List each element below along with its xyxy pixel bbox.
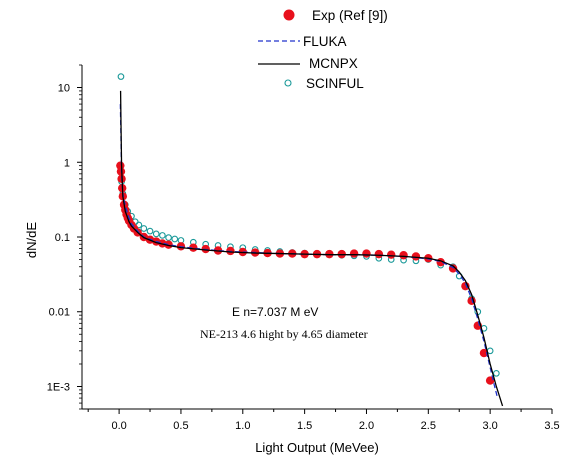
y-tick-label: 0.01 xyxy=(49,307,70,319)
point-scinful xyxy=(146,227,154,235)
legend-marker-exp xyxy=(283,9,295,21)
legend-label-exp: Exp (Ref [9]) xyxy=(312,8,388,23)
point-scinful xyxy=(117,73,125,80)
point-scinful xyxy=(152,230,160,238)
x-tick-label: 2.5 xyxy=(421,420,436,432)
axis-ticks: 0.0 0.5 1.0 1.5 2.0 2.5 3.0 3.5 1E-3 0.01 0.1 1 10 xyxy=(47,64,560,432)
point-exp-ref-9 xyxy=(399,251,408,260)
legend-item-scinful: SCINFUL xyxy=(284,76,364,91)
y-tick-label: 1E-3 xyxy=(47,381,70,393)
x-axis-title: Light Output (MeVee) xyxy=(255,440,379,455)
point-scinful xyxy=(492,369,500,377)
point-scinful xyxy=(140,225,148,232)
legend-item-fluka: FLUKA xyxy=(258,34,347,49)
point-exp-ref-9 xyxy=(479,348,489,358)
x-tick-label: 1.0 xyxy=(235,420,250,432)
annotation-energy: E n=7.037 M eV xyxy=(232,305,318,319)
point-exp-ref-9 xyxy=(374,249,384,259)
legend-marker-scinful xyxy=(284,79,292,87)
point-exp-ref-9 xyxy=(411,252,421,261)
series-line-fluka xyxy=(119,104,499,399)
series-line-mcnpx xyxy=(119,90,504,407)
legend-label-fluka: FLUKA xyxy=(303,34,347,49)
x-tick-label: 0.0 xyxy=(111,420,126,432)
x-tick-label: 3.0 xyxy=(483,420,498,432)
legend-label-mcnpx: MCNPX xyxy=(309,56,358,71)
legend-item-mcnpx: MCNPX xyxy=(258,56,358,71)
x-tick-label: 2.0 xyxy=(359,420,374,432)
point-exp-ref-9 xyxy=(362,249,371,258)
legend-item-exp: Exp (Ref [9]) xyxy=(283,8,388,23)
point-exp-ref-9 xyxy=(189,243,198,252)
point-exp-ref-9 xyxy=(387,250,396,259)
y-axis-title: dN/dE xyxy=(24,222,39,258)
y-tick-label: 0.1 xyxy=(55,232,70,244)
annotation-detector: NE-213 4.6 hight by 4.65 diameter xyxy=(200,327,368,341)
point-exp-ref-9 xyxy=(164,240,173,249)
y-tick-label: 10 xyxy=(58,83,70,95)
x-tick-label: 3.5 xyxy=(544,420,559,432)
data-layer xyxy=(116,73,504,407)
point-exp-ref-9 xyxy=(349,249,359,258)
legend-label-scinful: SCINFUL xyxy=(306,76,364,91)
point-scinful xyxy=(486,347,494,355)
legend: Exp (Ref [9]) FLUKA MCNPX SCINFUL xyxy=(258,8,388,91)
point-scinful xyxy=(165,234,172,242)
point-scinful xyxy=(159,232,166,239)
x-tick-label: 0.5 xyxy=(173,420,188,432)
x-tick-label: 1.5 xyxy=(297,420,312,432)
y-tick-label: 1 xyxy=(64,157,70,169)
point-scinful xyxy=(171,235,179,243)
